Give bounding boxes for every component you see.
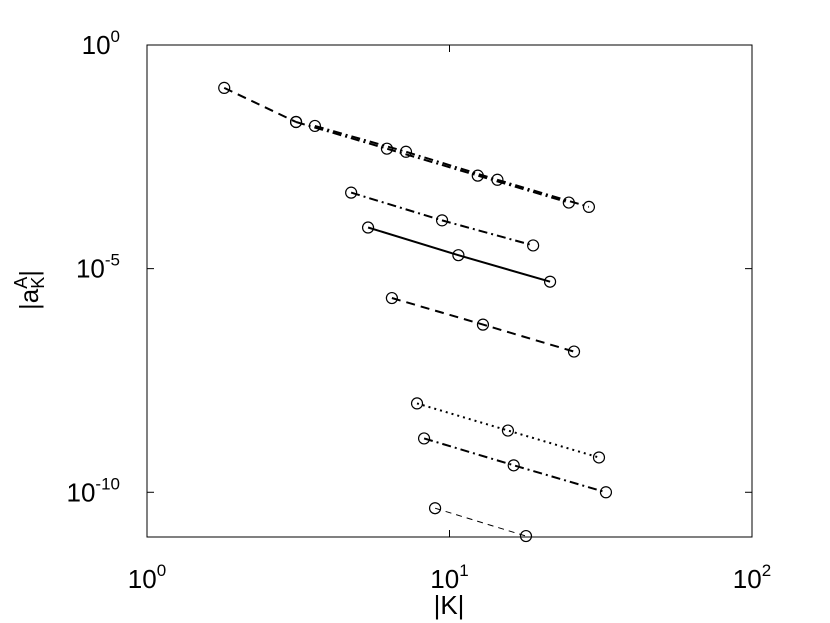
series-line — [423, 437, 607, 494]
series-line — [416, 402, 600, 459]
data-point — [519, 529, 533, 543]
data-point — [289, 115, 303, 129]
data-point — [527, 239, 540, 252]
series-line — [367, 226, 551, 283]
data-point — [361, 221, 375, 234]
data-point — [592, 451, 606, 464]
data-point — [476, 318, 490, 331]
y-tick-label: 10-5 — [76, 251, 120, 284]
data-point — [507, 459, 520, 472]
data-point — [428, 502, 442, 515]
data-point — [491, 173, 504, 186]
y-tick-label: 100 — [82, 27, 120, 60]
series-line — [434, 507, 527, 537]
data-point — [543, 275, 557, 288]
x-tick-label: 100 — [128, 561, 166, 594]
plot-frame — [146, 44, 753, 538]
data-point — [501, 424, 515, 437]
data-point — [218, 81, 231, 94]
data-point — [345, 186, 358, 199]
y-axis-label: |aAK| — [11, 270, 48, 310]
data-point — [452, 249, 465, 262]
x-axis-label: |K| — [434, 590, 465, 620]
data-point — [308, 119, 322, 133]
data-point — [435, 214, 449, 227]
data-point — [385, 291, 398, 305]
data-point — [410, 397, 424, 410]
y-tick-label: 10-10 — [67, 474, 121, 507]
x-tick-label: 102 — [733, 561, 771, 594]
data-point — [567, 345, 581, 358]
x-tick-label: 101 — [430, 561, 468, 594]
series-line — [223, 86, 297, 123]
data-point — [399, 145, 413, 158]
series-line — [391, 297, 575, 353]
data-point — [582, 200, 596, 214]
data-point — [417, 432, 431, 445]
series-line — [350, 191, 534, 247]
series-line — [295, 121, 570, 204]
data-point — [599, 486, 613, 499]
